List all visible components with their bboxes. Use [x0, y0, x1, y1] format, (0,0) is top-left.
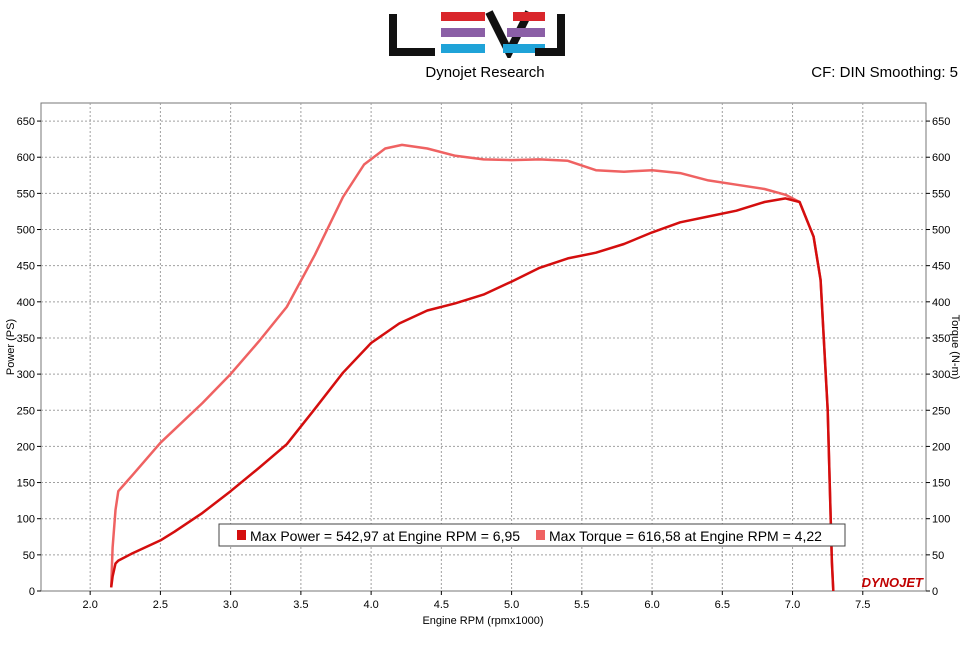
y-tick-label-right: 50 [932, 550, 944, 562]
x-tick-label: 2.0 [83, 599, 98, 611]
x-tick-label: 6.5 [715, 599, 730, 611]
y-tick-label-right: 250 [932, 405, 950, 417]
y-tick-label-right: 200 [932, 441, 950, 453]
dynojet-watermark: DYNOJET [862, 575, 924, 590]
legend: Max Power = 542,97 at Engine RPM = 6,95 … [218, 523, 846, 547]
y-tick-label-right: 0 [932, 586, 938, 598]
y-tick-label-right: 150 [932, 478, 950, 490]
brand-name: Dynojet Research [425, 64, 545, 81]
y-axis-title-right: Torque (N-m) [949, 315, 961, 380]
y-tick-label-left: 250 [17, 405, 35, 417]
power-series-line [109, 197, 835, 592]
y-tick-label-left: 50 [23, 550, 35, 562]
y-tick-label-right: 500 [932, 225, 950, 237]
left-axis: 0 50 100 150 200 250 300 350 400 450 500 550 600 650 [17, 116, 41, 598]
y-tick-label-left: 200 [17, 441, 35, 453]
y-tick-label-right: 650 [932, 116, 950, 128]
legend-swatch-power [237, 530, 246, 540]
y-tick-label-left: 600 [17, 152, 35, 164]
x-axis: 2.0 2.5 3.0 3.5 4.0 4.5 5.0 5.5 6.0 6.5 7.0 7.5 [83, 591, 870, 611]
y-tick-label-right: 600 [932, 152, 950, 164]
grid-lines [41, 103, 926, 591]
y-tick-label-left: 550 [17, 188, 35, 200]
x-tick-label: 5.0 [504, 599, 519, 611]
torque-series-line [109, 143, 835, 592]
x-axis-title: Engine RPM (rpmx1000) [422, 615, 543, 627]
y-tick-label-right: 450 [932, 261, 950, 273]
y-tick-label-right: 300 [932, 369, 950, 381]
y-tick-label-left: 0 [29, 586, 35, 598]
y-tick-label-left: 450 [17, 261, 35, 273]
x-tick-label: 5.5 [574, 599, 589, 611]
legend-label-torque: Max Torque = 616,58 at Engine RPM = 4,22 [549, 528, 822, 544]
y-tick-label-left: 300 [17, 369, 35, 381]
plot-area [40, 102, 927, 592]
correction-info: CF: DIN Smoothing: 5 [811, 64, 958, 81]
y-tick-label-right: 400 [932, 297, 950, 309]
x-tick-label: 4.5 [434, 599, 449, 611]
legend-swatch-torque [536, 530, 545, 540]
right-axis: 0 50 100 150 200 250 300 350 400 450 500 550 600 650 [926, 116, 950, 598]
y-tick-label-left: 500 [17, 225, 35, 237]
y-tick-label-right: 100 [932, 514, 950, 526]
y-tick-label-left: 150 [17, 478, 35, 490]
y-tick-label-left: 350 [17, 333, 35, 345]
y-tick-label-left: 100 [17, 514, 35, 526]
x-tick-label: 7.0 [785, 599, 800, 611]
x-tick-label: 7.5 [855, 599, 870, 611]
x-tick-label: 3.5 [293, 599, 308, 611]
x-tick-label: 6.0 [644, 599, 659, 611]
y-tick-label-right: 350 [932, 333, 950, 345]
x-tick-label: 4.0 [363, 599, 378, 611]
y-tick-label-left: 650 [17, 116, 35, 128]
x-tick-label: 2.5 [153, 599, 168, 611]
level-logo [389, 10, 565, 58]
x-tick-label: 3.0 [223, 599, 238, 611]
legend-label-power: Max Power = 542,97 at Engine RPM = 6,95 [250, 528, 520, 544]
y-axis-title-left: Power (PS) [5, 319, 17, 375]
y-tick-label-left: 400 [17, 297, 35, 309]
y-tick-label-right: 550 [932, 188, 950, 200]
